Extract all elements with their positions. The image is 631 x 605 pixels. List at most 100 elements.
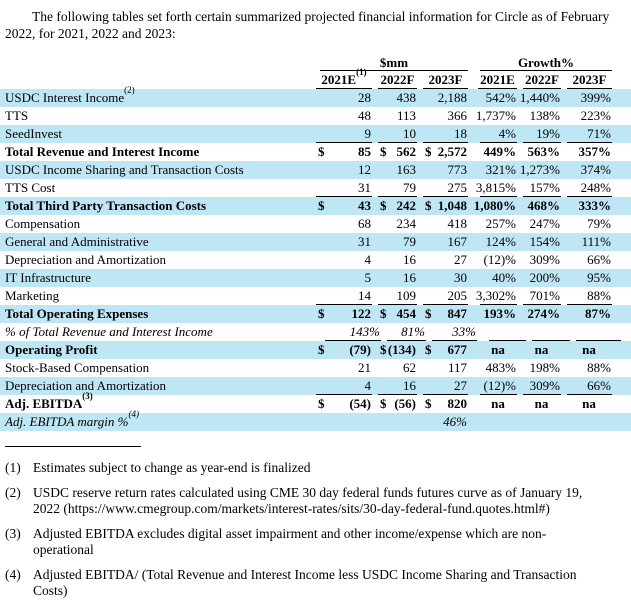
table-row: TTS 48 113 366 1,737% 138% 223% [0, 107, 631, 125]
cell-value: 399% [580, 90, 611, 105]
row-label: Total Operating Expenses [0, 306, 310, 322]
cell-mm-2022f: 109 [378, 287, 417, 305]
cell-value: 167 [447, 234, 468, 249]
row-label: USDC Income Sharing and Transaction Cost… [0, 162, 310, 178]
cell-mm-2023f: 2,188 [423, 89, 468, 107]
cell-value: 333% [578, 198, 612, 213]
row-label-text: Total Revenue and Interest Income [5, 144, 200, 159]
footnote-text: USDC reserve return rates calculated usi… [33, 485, 583, 516]
cell-value: 111% [581, 234, 611, 249]
cell-value: 309% [529, 377, 560, 393]
mm-group-header: $mm [320, 55, 468, 71]
row-label: Depreciation and Amortization [0, 252, 310, 268]
cell-value: 30 [454, 270, 467, 285]
cell-growth-2023f: 95% [567, 269, 612, 287]
row-label: USDC Interest Income(2) [0, 85, 310, 106]
cell-value: 820 [447, 396, 468, 411]
cell-value: 138% [529, 108, 560, 123]
table-row: Depreciation and Amortization 4 16 27 (1… [0, 251, 631, 269]
cell-value: (54) [349, 396, 371, 411]
cell-value: 4% [498, 125, 516, 141]
cell-mm-2023f: 418 [423, 215, 468, 233]
cell-value: 31 [358, 179, 371, 195]
col-header-growth-2023f: 2023F [567, 72, 612, 89]
cell-value: 122 [351, 306, 372, 321]
cell-mm-2023f: $820 [423, 395, 468, 413]
cell-mm-2021e: $ (79) [316, 341, 372, 359]
table-row: % of Total Revenue and Interest Income 1… [0, 323, 631, 341]
cell-value: 43 [358, 198, 371, 213]
row-label: TTS [0, 108, 310, 124]
cell-value: 66% [587, 252, 611, 267]
cell-value: 117 [447, 360, 467, 375]
cell-value: 418 [447, 216, 468, 231]
cell-value: 46% [443, 414, 467, 429]
row-label: Adj. EBITDA(3) [0, 391, 310, 412]
cell-value: 773 [447, 162, 468, 177]
cell-mm-2022f: 62 [378, 359, 417, 377]
cell-value: 71% [587, 125, 611, 141]
cell-growth-2023f: 66% [567, 251, 612, 269]
cell-value: 16 [403, 252, 416, 267]
row-label: General and Administrative [0, 234, 310, 250]
cell-value: 200% [529, 270, 560, 285]
cell-value: 257% [485, 216, 516, 231]
cell-mm-2023f: 33% [432, 323, 477, 341]
cell-mm-2023f: 30 [423, 269, 468, 287]
cell-growth-2022f: na [523, 341, 561, 359]
col-header-footnote-ref: (1) [356, 66, 367, 77]
cell-value: 79 [403, 179, 416, 195]
cell-growth-2023f [567, 413, 612, 431]
cell-value: na [491, 396, 505, 411]
cell-value: 87% [585, 306, 611, 321]
cell-value: 223% [580, 108, 611, 123]
cell-value: 205 [447, 287, 468, 303]
cell-mm-2022f: $ (56) [378, 395, 417, 413]
dollar-sign: $ [425, 306, 432, 321]
cell-growth-2022f: 138% [523, 107, 561, 125]
cell-value: 27 [454, 377, 467, 393]
table-column-header-row: 2021E(1) 2022F 2023F 2021E 2022F 2023F [0, 67, 631, 89]
cell-value: 28 [358, 90, 371, 105]
cell-mm-2021e: 31 [316, 233, 372, 251]
cell-mm-2021e [316, 413, 372, 431]
footnote-text: Estimates subject to change as year-end … [33, 460, 311, 475]
cell-value: 247% [529, 216, 560, 231]
cell-value: 68 [358, 216, 371, 231]
cell-growth-2023f: 87% [567, 305, 612, 323]
cell-growth-2021e [489, 323, 526, 341]
cell-growth-2021e: 40% [480, 269, 517, 287]
dollar-sign: $ [425, 396, 432, 411]
cell-value: na [491, 342, 505, 357]
row-label: Stock-Based Compensation [0, 360, 310, 376]
cell-value: 374% [580, 162, 611, 177]
row-label: Marketing [0, 288, 310, 304]
cell-value: 5 [364, 270, 372, 285]
cell-growth-2021e: 124% [480, 233, 517, 251]
row-label-text: % of Total Revenue and Interest Income [5, 324, 213, 339]
cell-value: 85 [358, 144, 371, 159]
row-label: Total Revenue and Interest Income [0, 144, 310, 160]
cell-value: 33% [452, 323, 476, 339]
cell-mm-2023f: $677 [423, 341, 468, 359]
row-label: IT Infrastructure [0, 270, 310, 286]
cell-value: 81% [401, 323, 425, 339]
dollar-sign: $ [425, 342, 432, 357]
row-label-text: Operating Profit [5, 342, 98, 357]
cell-mm-2022f: 16 [378, 269, 417, 287]
cell-growth-2022f: 157% [523, 179, 561, 197]
footnote-number: (1) [5, 460, 21, 475]
row-label-text: Depreciation and Amortization [5, 252, 167, 267]
cell-value: 309% [529, 252, 560, 267]
cell-value: 483% [485, 360, 516, 375]
cell-growth-2021e: 3,302% [476, 287, 517, 305]
footnote-text: Adjusted EBITDA excludes digital asset i… [33, 526, 547, 557]
cell-growth-2022f: na [523, 395, 561, 413]
cell-growth-2021e: 1,080% [474, 197, 517, 215]
footnote-number: (3) [5, 526, 21, 541]
cell-mm-2023f: 366 [423, 107, 468, 125]
cell-mm-2023f: 205 [423, 287, 468, 305]
cell-mm-2022f: 79 [378, 233, 417, 251]
table-row: Adj. EBITDA(3) $ (54) $ (56) $820 na na na [0, 391, 631, 413]
col-header-mm-2022f: 2022F [378, 72, 417, 89]
